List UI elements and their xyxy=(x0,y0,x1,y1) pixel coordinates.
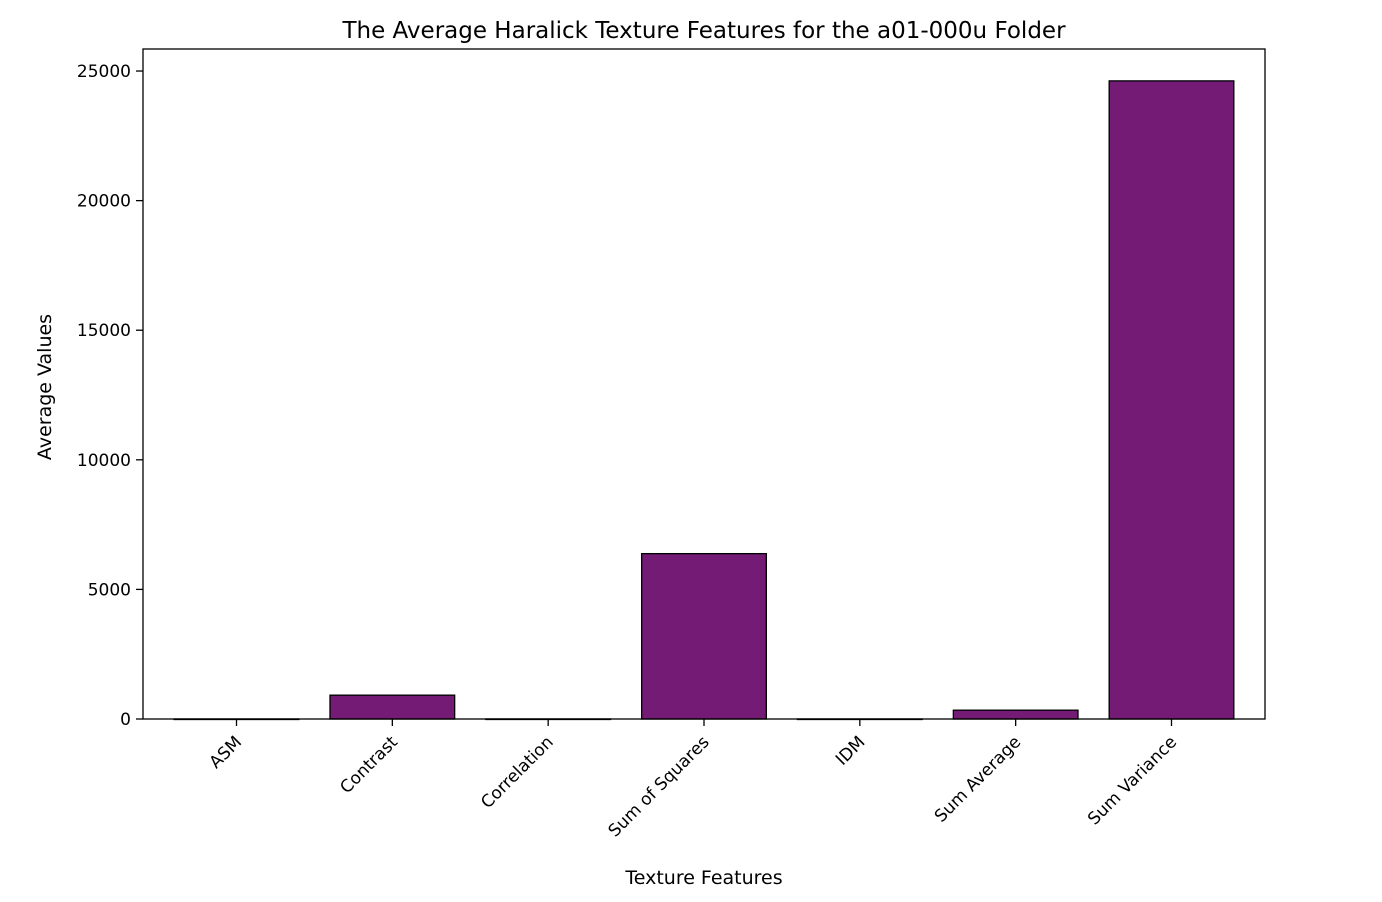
x-axis-ticks: ASM Contrast Correlation Sum of Squares IDM S… xyxy=(206,719,1181,841)
bars-group xyxy=(173,80,1235,721)
bar-sum-of-squares xyxy=(641,552,767,720)
x-tick-label-sum-variance: Sum Variance xyxy=(1084,732,1181,829)
x-tick-label-correlation: Correlation xyxy=(477,732,557,812)
y-tick-label: 20000 xyxy=(77,192,131,212)
x-tick-label-contrast: Contrast xyxy=(336,732,402,798)
y-tick-label: 5000 xyxy=(88,580,131,600)
bar-sum-variance xyxy=(1108,80,1235,720)
x-tick-label-asm: ASM xyxy=(206,732,246,772)
x-tick-label-sum-average: Sum Average xyxy=(931,732,1025,826)
x-axis-label: Texture Features xyxy=(624,867,782,889)
y-tick-label: 0 xyxy=(120,710,131,730)
x-tick-label-idm: IDM xyxy=(832,732,869,769)
chart-title: The Average Haralick Texture Features fo… xyxy=(341,18,1066,44)
y-axis-ticks: 0 5000 10000 15000 20000 25000 xyxy=(77,62,143,730)
bar-contrast xyxy=(329,694,456,720)
y-tick-label: 25000 xyxy=(77,62,131,82)
x-tick-label-sum-of-squares: Sum of Squares xyxy=(605,732,714,841)
y-axis-label: Average Values xyxy=(34,314,56,460)
y-tick-label: 10000 xyxy=(77,451,131,471)
y-tick-label: 15000 xyxy=(77,321,131,341)
bar-sum-average xyxy=(952,709,1079,720)
